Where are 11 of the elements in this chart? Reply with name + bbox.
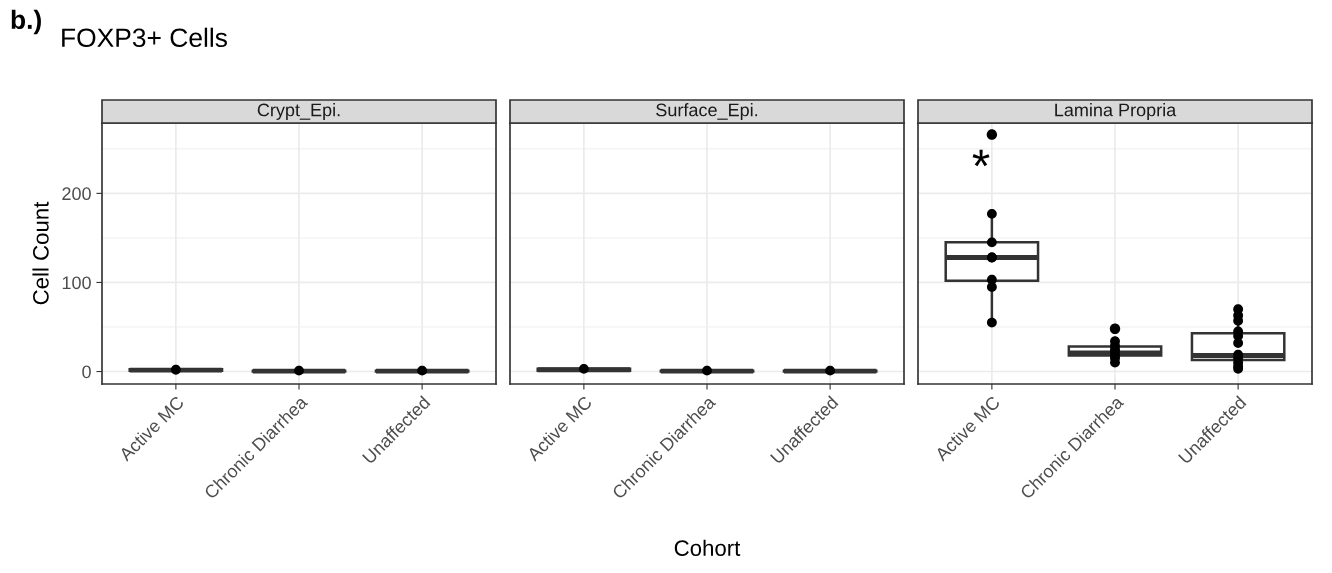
y-tick-label: 100 [62, 276, 91, 290]
y-tick-label: 0 [82, 365, 91, 379]
chart-title: Crypt_Epi. [257, 103, 340, 120]
text: FOXP3+ Cells [62, 27, 227, 48]
text: b.) [11, 9, 41, 35]
annotation: * [972, 149, 990, 167]
x-axis-title: Cohort [674, 539, 741, 556]
y-axis-title: Cell Count [32, 201, 49, 305]
y-tick-label: 200 [62, 187, 91, 201]
chart-title: Lamina Propria [1055, 103, 1177, 120]
chart-title: Surface_Epi. [656, 103, 758, 120]
